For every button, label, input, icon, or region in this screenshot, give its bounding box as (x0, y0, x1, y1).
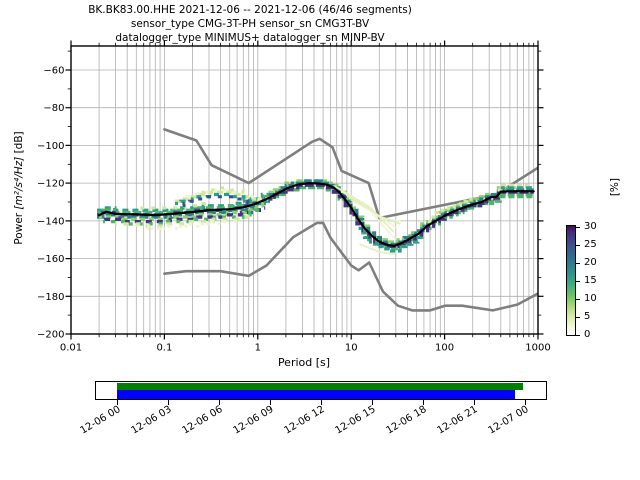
timeline-tick (525, 400, 526, 405)
low-probability-streak (337, 187, 394, 233)
timeline-tick (423, 400, 424, 405)
histogram-layer (178, 195, 266, 208)
x-axis-label: Period [s] (277, 356, 331, 369)
timeline-tick (372, 400, 373, 405)
tick-labels: 0.01 0.1 1 10 100 1000 −200 −180 −160 −140 −120 −10… (37, 66, 551, 354)
low-probability-streak (359, 243, 396, 256)
svg-text:1: 1 (255, 343, 261, 354)
timeline-tick (321, 400, 322, 405)
histogram-layer (99, 201, 269, 221)
colorbar-tick-label: 30 (584, 221, 597, 233)
histogram-layer (99, 206, 266, 224)
colorbar-tick (576, 262, 580, 264)
coverage-bar-data (117, 390, 515, 399)
histogram-layer (423, 197, 473, 224)
colorbar-tick (576, 316, 580, 318)
colorbar-tick-label: 0 (584, 329, 591, 341)
axis-ticks (65, 40, 544, 340)
histogram-layer (115, 213, 254, 228)
svg-text:−100: −100 (37, 141, 64, 152)
grid (70, 46, 539, 334)
timeline-tick (474, 400, 475, 405)
colorbar-tick (576, 280, 580, 282)
colorbar-label: [%] (609, 178, 621, 197)
svg-text:−60: −60 (43, 66, 64, 77)
colorbar-tick-label: 15 (584, 275, 597, 287)
colorbar-tick (576, 244, 580, 246)
colorbar-tick-label: 25 (584, 239, 597, 251)
figure-subtitle-sensor: sensor_type CMG-3T-PH sensor_sn CMG3T-BV (130, 18, 370, 30)
psd-data (97, 128, 538, 312)
colorbar-tick (576, 334, 580, 336)
colorbar-tick-label: 5 (584, 311, 591, 323)
colorbar (566, 225, 576, 336)
svg-text:−140: −140 (37, 216, 64, 227)
colorbar-tick-label: 20 (584, 257, 597, 269)
timeline-tick (168, 400, 169, 405)
nlnm-line (163, 221, 538, 312)
histogram-layer (180, 188, 262, 201)
coverage-timeline (95, 381, 547, 400)
nhnm-line (163, 128, 538, 220)
timeline-tick (219, 400, 220, 405)
colorbar-tick (576, 226, 580, 228)
svg-text:−180: −180 (37, 292, 64, 303)
figure-title: BK.BK83.00.HHE 2021-12-06 -- 2021-12-06 … (88, 4, 412, 16)
svg-text:−120: −120 (37, 179, 64, 190)
histogram-layer (103, 208, 262, 226)
svg-text:−160: −160 (37, 254, 64, 265)
timeline-tick (270, 400, 271, 405)
svg-text:1000: 1000 (525, 343, 550, 354)
histogram-layer (97, 199, 270, 219)
svg-text:0.01: 0.01 (60, 343, 82, 354)
histogram-layer (268, 179, 534, 244)
histogram-layer (192, 186, 249, 194)
histogram-layer (97, 192, 269, 212)
colorbar-tick (576, 298, 580, 300)
timeline-tick (117, 400, 118, 405)
svg-text:100: 100 (435, 343, 454, 354)
figure-subtitle-datalogger: datalogger_type MINIMUS+ datalogger_sn M… (115, 32, 385, 44)
svg-text:−200: −200 (37, 330, 64, 341)
svg-text:−80: −80 (43, 103, 64, 114)
coverage-bar-psd (117, 383, 523, 390)
mode-line (98, 182, 535, 247)
svg-text:10: 10 (345, 343, 358, 354)
colorbar-tick-label: 10 (584, 293, 597, 305)
histogram-layer (97, 195, 270, 215)
histogram-layer (268, 179, 534, 246)
svg-text:0.1: 0.1 (156, 343, 172, 354)
plot-frame (70, 45, 539, 335)
low-probability-streak (350, 199, 403, 223)
histogram-layer (358, 226, 424, 253)
